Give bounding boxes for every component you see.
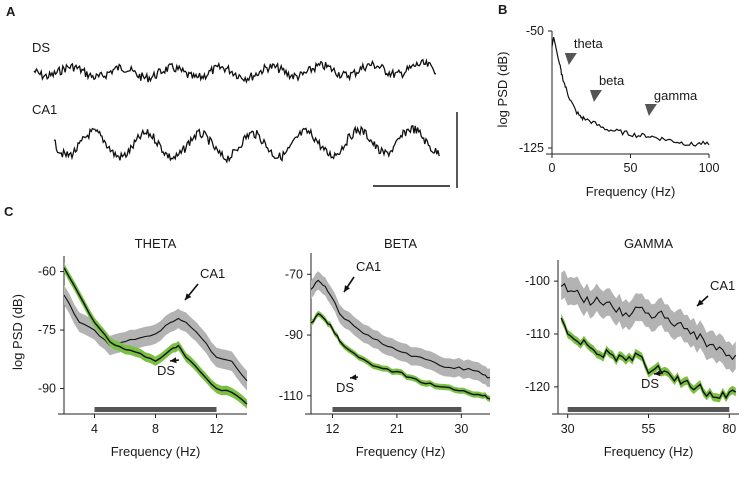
gamma-title: GAMMA	[624, 236, 673, 251]
panel-letter-c: C	[4, 204, 14, 219]
beta-arrowhead-ds	[350, 374, 357, 381]
beta-arrowhead-ca1	[344, 285, 350, 292]
theta-ds-line	[63, 267, 248, 405]
theta-y-tick-label: -60	[38, 265, 56, 279]
theta-ca1-band	[64, 285, 247, 391]
panel-letter-b: B	[498, 2, 507, 17]
beta-ds-line	[310, 312, 491, 400]
gamma-ds-line	[560, 317, 737, 400]
chart-theta: 4 8 12 -60 -75 -90 Frequency (Hz) log PSD (dB) T…	[10, 236, 248, 459]
chart-psd: 0 50 100 -50 -125 Frequency (Hz) log PSD (dB) t…	[495, 24, 719, 199]
raw-traces: DS CA1	[32, 40, 458, 188]
beta-label-ca1: CA1	[356, 259, 381, 274]
theta-label-ca1: CA1	[200, 266, 225, 281]
theta-y-label: log PSD (dB)	[10, 294, 25, 370]
theta-y-tick-label: -90	[38, 382, 56, 396]
ca1-trace	[53, 124, 440, 164]
theta-x-label: Frequency (Hz)	[111, 444, 201, 459]
gamma-arrowhead-ca1	[697, 299, 704, 306]
beta-x-tick-label: 30	[454, 422, 468, 436]
gamma-ca1-line	[560, 282, 737, 361]
gamma-band-bar	[567, 407, 730, 412]
beta-ca1-line	[310, 279, 491, 379]
gamma-x-tick-label: 55	[642, 422, 656, 436]
ds-trace	[33, 58, 436, 84]
beta-y-tick-label: -110	[279, 389, 303, 403]
panel-letter-a: A	[6, 4, 16, 19]
gamma-x-label: Frequency (Hz)	[604, 444, 694, 459]
psd-spectrum-line	[551, 37, 710, 147]
gamma-ca1-band	[561, 270, 736, 373]
beta-x-tick-label: 12	[326, 422, 340, 436]
gamma-x-tick-label: 80	[722, 422, 736, 436]
psd-annotation-arrow-theta	[564, 53, 577, 65]
psd-x-tick-label: 100	[699, 161, 720, 175]
beta-y-tick-label: -70	[285, 267, 303, 281]
beta-x-tick-label: 21	[390, 422, 404, 436]
gamma-label-ds: DS	[641, 376, 659, 391]
theta-label-ds: DS	[157, 363, 175, 378]
beta-ca1-band	[311, 271, 490, 387]
gamma-y-tick-label: -120	[525, 380, 550, 394]
trace-label-ca1: CA1	[32, 102, 57, 117]
beta-x-label: Frequency (Hz)	[356, 444, 446, 459]
beta-y-tick-label: -90	[285, 328, 303, 342]
psd-annotation-arrow-beta	[589, 90, 602, 102]
gamma-label-ca1: CA1	[710, 278, 735, 293]
beta-label-ds: DS	[336, 380, 354, 395]
theta-arrowhead-ca1	[185, 293, 192, 300]
trace-label-ds: DS	[32, 40, 50, 55]
psd-x-tick-label: 50	[624, 161, 638, 175]
psd-y-tick-label: -125	[519, 141, 544, 155]
psd-annotation-beta: beta	[599, 73, 625, 88]
theta-band-bar	[94, 407, 217, 412]
beta-band-bar	[332, 407, 462, 412]
beta-title: BETA	[384, 236, 417, 251]
gamma-y-tick-label: -100	[525, 274, 550, 288]
charts: 0 50 100 -50 -125 Frequency (Hz) log PSD (dB) t…	[10, 24, 739, 459]
psd-x-label: Frequency (Hz)	[586, 184, 676, 199]
psd-annotation-theta: theta	[574, 36, 604, 51]
theta-ca1-line	[63, 294, 248, 382]
theta-x-tick-label: 8	[152, 422, 159, 436]
gamma-x-tick-label: 30	[561, 422, 575, 436]
psd-x-tick-label: 0	[549, 161, 556, 175]
psd-annotation-arrow-gamma	[644, 104, 657, 116]
chart-gamma: 30 55 80 -100 -110 -120 Frequency (Hz) GAMMA CA1…	[525, 236, 739, 459]
psd-y-label: log PSD (dB)	[495, 52, 510, 128]
psd-annotation-gamma: gamma	[654, 88, 698, 103]
theta-arrowhead-ds	[170, 357, 177, 364]
gamma-arrowhead-ds	[654, 370, 661, 377]
theta-x-tick-label: 12	[210, 422, 224, 436]
beta-ds-band	[311, 310, 490, 402]
theta-y-tick-label: -75	[38, 323, 56, 337]
theta-title: THETA	[135, 236, 177, 251]
gamma-y-tick-label: -110	[526, 327, 550, 341]
psd-y-tick-label: -50	[526, 24, 544, 38]
theta-x-tick-label: 4	[91, 422, 98, 436]
